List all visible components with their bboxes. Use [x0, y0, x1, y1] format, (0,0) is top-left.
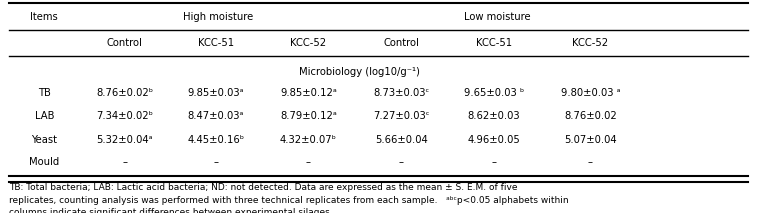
Text: KCC-51: KCC-51 — [476, 38, 512, 48]
Text: 8.76±0.02ᵇ: 8.76±0.02ᵇ — [96, 88, 154, 98]
Text: 8.62±0.03: 8.62±0.03 — [468, 111, 520, 121]
Text: 4.96±0.05: 4.96±0.05 — [468, 135, 520, 144]
Text: 8.73±0.03ᶜ: 8.73±0.03ᶜ — [373, 88, 429, 98]
Text: 9.80±0.03 ᵃ: 9.80±0.03 ᵃ — [561, 88, 620, 98]
Text: –: – — [588, 157, 593, 167]
Text: 8.47±0.03ᵃ: 8.47±0.03ᵃ — [188, 111, 244, 121]
Text: replicates, counting analysis was performed with three technical replicates from: replicates, counting analysis was perfor… — [9, 196, 569, 205]
Text: Control: Control — [383, 38, 419, 48]
Text: Yeast: Yeast — [31, 135, 58, 144]
Text: –: – — [491, 157, 497, 167]
Text: columns indicate significant differences between experimental silages.: columns indicate significant differences… — [9, 208, 333, 213]
Text: KCC-52: KCC-52 — [291, 38, 326, 48]
Text: Low moisture: Low moisture — [464, 12, 531, 22]
Text: –: – — [399, 157, 403, 167]
Text: –: – — [306, 157, 311, 167]
Text: –: – — [123, 157, 127, 167]
Text: KCC-51: KCC-51 — [198, 38, 234, 48]
Text: Control: Control — [107, 38, 143, 48]
Text: 7.34±0.02ᵇ: 7.34±0.02ᵇ — [96, 111, 154, 121]
Text: 8.76±0.02: 8.76±0.02 — [564, 111, 617, 121]
Text: 5.32±0.04ᵃ: 5.32±0.04ᵃ — [97, 135, 153, 144]
Text: KCC-52: KCC-52 — [572, 38, 609, 48]
Text: 4.32±0.07ᵇ: 4.32±0.07ᵇ — [280, 135, 337, 144]
Text: Microbiology (log10/g⁻¹): Microbiology (log10/g⁻¹) — [299, 68, 420, 77]
Text: 5.07±0.04: 5.07±0.04 — [564, 135, 617, 144]
Text: Items: Items — [30, 12, 58, 22]
Text: Mould: Mould — [30, 157, 59, 167]
Text: 9.65±0.03 ᵇ: 9.65±0.03 ᵇ — [464, 88, 524, 98]
Text: 4.45±0.16ᵇ: 4.45±0.16ᵇ — [187, 135, 245, 144]
Text: LAB: LAB — [35, 111, 54, 121]
Text: 7.27±0.03ᶜ: 7.27±0.03ᶜ — [373, 111, 429, 121]
Text: 9.85±0.12ᵃ: 9.85±0.12ᵃ — [280, 88, 337, 98]
Text: 9.85±0.03ᵃ: 9.85±0.03ᵃ — [188, 88, 244, 98]
Text: –: – — [213, 157, 218, 167]
Text: 5.66±0.04: 5.66±0.04 — [375, 135, 428, 144]
Text: TB: TB — [38, 88, 51, 98]
Text: High moisture: High moisture — [182, 12, 253, 22]
Text: 8.79±0.12ᵃ: 8.79±0.12ᵃ — [280, 111, 337, 121]
Text: TB: Total bacteria; LAB: Lactic acid bacteria; ND: not detected. Data are expres: TB: Total bacteria; LAB: Lactic acid bac… — [9, 183, 518, 192]
